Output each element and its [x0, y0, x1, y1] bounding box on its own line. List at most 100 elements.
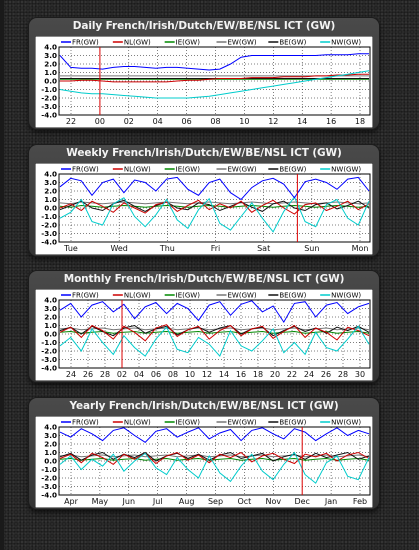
y-tick-label: -1.0: [41, 85, 57, 94]
x-tick-label: 12: [202, 370, 212, 379]
left-edge-strip: [0, 0, 4, 550]
x-tick-label: 18: [253, 370, 263, 379]
x-tick-label: 28: [100, 370, 110, 379]
y-tick-label: 1.0: [44, 321, 57, 330]
yearly-chart-panel: Yearly French/Irish/Dutch/EW/BE/NSL ICT …: [29, 398, 379, 509]
series-line-frgw: [59, 300, 370, 324]
y-tick-label: 1.0: [44, 68, 57, 77]
yearly-chart-title: Yearly French/Irish/Dutch/EW/BE/NSL ICT …: [69, 400, 339, 412]
y-tick-label: -3.0: [41, 229, 57, 238]
y-tick-label: -4.0: [41, 491, 57, 500]
x-tick-label: 24: [304, 370, 314, 379]
series-line-iegw: [59, 330, 370, 334]
x-tick-label: 16: [236, 370, 246, 379]
y-tick-label: -2.0: [41, 347, 57, 356]
series-line-nlgw: [59, 451, 370, 466]
series-line-nwgw: [59, 70, 370, 99]
y-tick-label: 4.0: [44, 170, 57, 179]
daily-chart-title: Daily French/Irish/Dutch/EW/BE/NSL ICT (…: [72, 20, 336, 32]
series-line-iegw: [59, 457, 370, 461]
y-tick-label: -4.0: [41, 238, 57, 247]
x-tick-label: 04: [153, 117, 163, 126]
x-tick-label: Sun: [304, 244, 319, 253]
weekly-chart[interactable]: 4.03.02.01.00.0-1.0-2.0-3.0-4.0 Tue Wed Thu…: [35, 163, 373, 255]
legend-label: BE(GW): [279, 419, 306, 427]
x-tick-label: 02: [117, 370, 127, 379]
chart-frame: [35, 163, 373, 255]
legend-label: NL(GW): [124, 419, 151, 427]
chart-frame: [35, 36, 373, 128]
x-tick-label: 14: [297, 117, 307, 126]
legend-label: NW(GW): [331, 166, 361, 174]
x-tick-label: 08: [168, 370, 178, 379]
x-tick-label: 30: [355, 370, 365, 379]
series-line-frgw: [59, 176, 370, 201]
y-tick-label: 2.0: [44, 440, 57, 449]
plot-area: [58, 46, 371, 116]
series-line-nlgw: [60, 73, 369, 83]
x-tick-label: Sep: [208, 497, 223, 506]
legend-label: NW(GW): [331, 39, 361, 47]
y-tick-label: -2.0: [41, 221, 57, 230]
x-tick-label: Sat: [257, 244, 270, 253]
x-tick-label: 10: [185, 370, 195, 379]
legend-label: FR(GW): [72, 419, 99, 427]
legend-label: BE(GW): [279, 39, 306, 47]
x-tick-label: 04: [134, 370, 144, 379]
x-tick-label: May: [92, 497, 109, 506]
y-tick-label: 4.0: [44, 296, 57, 305]
y-tick-label: 0.0: [44, 204, 57, 213]
x-tick-label: 28: [338, 370, 348, 379]
series-line-nlgw: [59, 324, 370, 342]
monthly-chart[interactable]: 4.03.02.01.00.0-1.0-2.0-3.0-4.0 24 26 28 02 0…: [35, 289, 373, 381]
y-tick-label: 2.0: [44, 60, 57, 69]
yearly-chart[interactable]: 4.03.02.01.00.0-1.0-2.0-3.0-4.0 Apr May Jun…: [35, 416, 373, 508]
x-tick-label: 06: [182, 117, 192, 126]
legend-label: IE(GW): [176, 292, 201, 300]
series-line-begw: [59, 451, 370, 462]
monthly-chart-title: Monthly French/Irish/Dutch/EW/BE/NSL ICT…: [63, 273, 345, 285]
x-tick-label: Thu: [159, 244, 175, 253]
x-tick-label: 06: [151, 370, 161, 379]
legend-label: NW(GW): [331, 292, 361, 300]
y-tick-label: 2.0: [44, 313, 57, 322]
legend-label: FR(GW): [72, 292, 99, 300]
daily-chart-panel: Daily French/Irish/Dutch/EW/BE/NSL ICT (…: [29, 18, 379, 129]
legend-label: IE(GW): [176, 419, 201, 427]
x-tick-label: 24: [66, 370, 76, 379]
legend-label: NL(GW): [124, 292, 151, 300]
x-tick-label: Apr: [64, 497, 79, 506]
x-tick-label: 10: [239, 117, 249, 126]
y-tick-label: -3.0: [41, 102, 57, 111]
y-tick-label: -2.0: [41, 94, 57, 103]
x-tick-label: 12: [268, 117, 278, 126]
y-tick-label: -1.0: [41, 338, 57, 347]
weekly-chart-title: Weekly French/Irish/Dutch/EW/BE/NSL ICT …: [66, 147, 342, 159]
x-tick-label: Feb: [353, 497, 367, 506]
x-tick-label: 18: [355, 117, 365, 126]
series-line-nlgw: [59, 199, 370, 215]
x-tick-label: 08: [210, 117, 220, 126]
x-tick-label: 20: [270, 370, 280, 379]
x-tick-label: 26: [321, 370, 331, 379]
series-line-frgw: [59, 53, 369, 71]
y-tick-label: 0.0: [44, 330, 57, 339]
monthly-chart-panel: Monthly French/Irish/Dutch/EW/BE/NSL ICT…: [29, 271, 379, 382]
legend-label: EW(GW): [228, 419, 257, 427]
legend-label: EW(GW): [228, 292, 257, 300]
x-tick-label: 22: [287, 370, 297, 379]
daily-chart[interactable]: 4.03.02.01.00.0-1.0-2.0-3.0-4.0 22 00 02 04 0…: [35, 36, 373, 128]
y-tick-label: -3.0: [41, 482, 57, 491]
chart-frame: [35, 416, 373, 508]
legend-label: EW(GW): [228, 166, 257, 174]
y-tick-label: -4.0: [41, 111, 57, 120]
legend-label: BE(GW): [279, 292, 306, 300]
y-tick-label: -1.0: [41, 465, 57, 474]
x-tick-label: Aug: [179, 497, 195, 506]
legend-label: IE(GW): [176, 166, 201, 174]
y-tick-label: 4.0: [44, 423, 57, 432]
legend-label: IE(GW): [176, 39, 201, 47]
weekly-chart-panel: Weekly French/Irish/Dutch/EW/BE/NSL ICT …: [29, 145, 379, 256]
y-tick-label: 4.0: [44, 43, 57, 52]
y-tick-label: 3.0: [44, 178, 57, 187]
